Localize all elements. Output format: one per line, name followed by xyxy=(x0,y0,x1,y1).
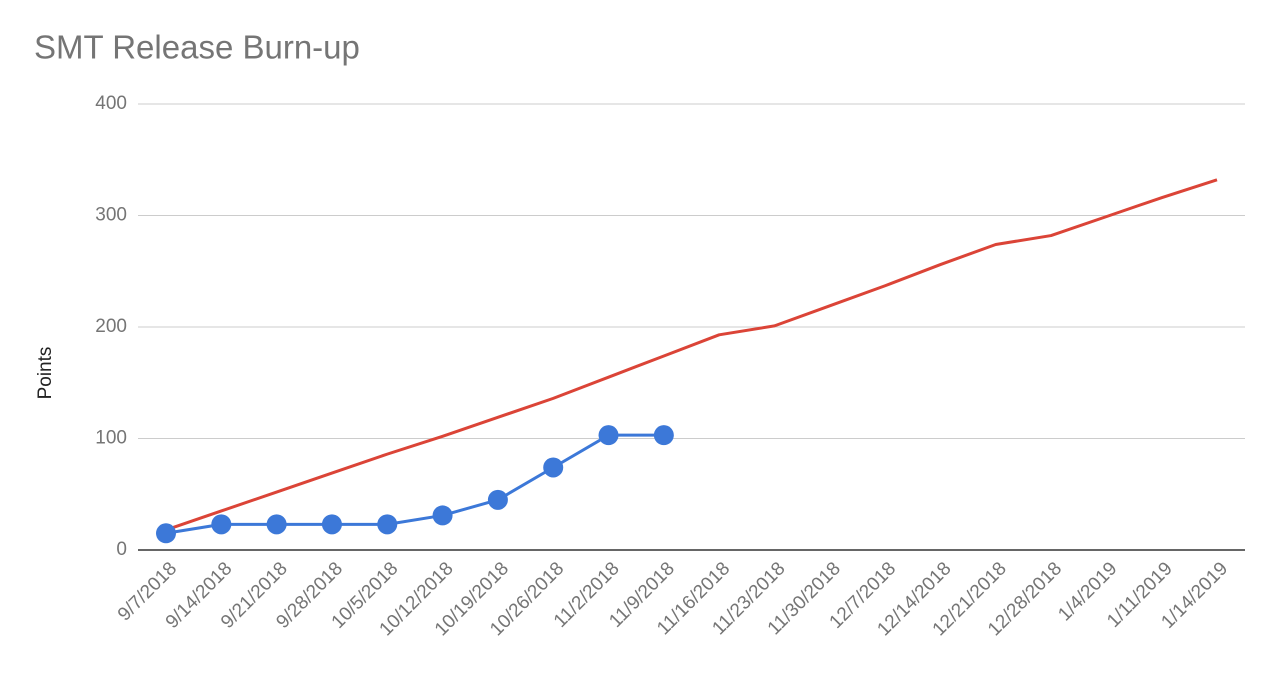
y-tick-label: 100 xyxy=(95,428,127,449)
y-tick-label: 300 xyxy=(95,205,127,226)
series-line xyxy=(165,433,664,535)
y-tick-label: 400 xyxy=(95,93,127,114)
data-point xyxy=(598,425,619,446)
data-point xyxy=(543,457,564,478)
y-tick-label: 0 xyxy=(116,539,127,560)
data-point xyxy=(653,425,674,446)
y-axis-label: Points xyxy=(35,347,56,400)
data-point xyxy=(432,505,453,526)
data-point xyxy=(487,489,508,510)
data-point xyxy=(211,514,232,535)
chart-title: SMT Release Burn-up xyxy=(34,29,360,66)
data-point xyxy=(266,514,287,535)
data-point xyxy=(377,514,398,535)
data-point xyxy=(321,514,342,535)
series-line xyxy=(165,178,1218,532)
y-tick-label: 200 xyxy=(95,316,127,337)
data-point xyxy=(156,523,176,544)
